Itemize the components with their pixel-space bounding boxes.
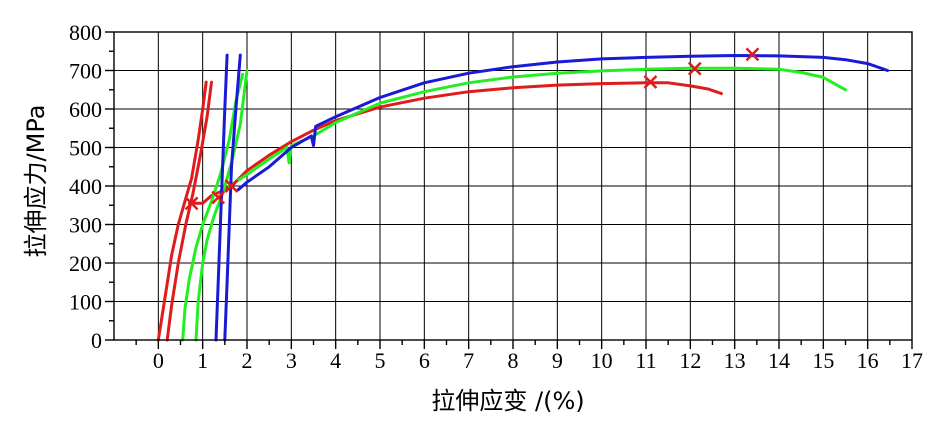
x-tick-label: 14 (768, 348, 790, 373)
yield-markers (184, 47, 760, 211)
x-tick-label: 4 (330, 348, 341, 373)
yield-point-marker (211, 190, 226, 205)
x-tick-label: 15 (812, 348, 834, 373)
x-tick-labels: 0 1 2 3 4 5 6 7 8 9 10 11 12 13 14 15 16 17 (153, 348, 923, 373)
x-tick-label: 0 (153, 348, 164, 373)
red-series-line (187, 81, 723, 205)
y-tick-label: 800 (69, 20, 102, 45)
yield-point-marker (745, 47, 760, 62)
y-tick-labels: 0 100 200 300 400 500 600 700 800 (69, 20, 102, 353)
y-tick-label: 700 (69, 59, 102, 84)
x-tick-label: 12 (679, 348, 701, 373)
blue-series-line (223, 53, 242, 342)
x-tick-label: 6 (419, 348, 430, 373)
x-tick-label: 2 (242, 348, 253, 373)
axis-ticks (105, 31, 913, 349)
y-tick-label: 500 (69, 136, 102, 161)
x-tick-label: 13 (724, 348, 746, 373)
yield-point-marker (184, 196, 199, 211)
x-tick-label: 16 (857, 348, 879, 373)
yield-point-marker (224, 179, 239, 193)
y-tick-label: 0 (91, 328, 102, 353)
yield-point-marker (687, 61, 702, 76)
y-tick-label: 100 (69, 290, 102, 315)
y-tick-label: 300 (69, 213, 102, 238)
x-tick-label: 5 (375, 348, 386, 373)
y-tick-label: 600 (69, 97, 102, 122)
red-series-line (165, 80, 213, 342)
series-lines (156, 53, 890, 342)
y-tick-label: 400 (69, 174, 102, 199)
x-tick-label: 1 (197, 348, 208, 373)
y-tick-label: 200 (69, 251, 102, 276)
red-series-line (156, 80, 208, 342)
green-series-line (194, 69, 249, 342)
y-axis-title: 拉伸应力/MPa (22, 105, 50, 258)
x-tick-label: 17 (901, 348, 923, 373)
x-tick-label: 11 (635, 348, 656, 373)
x-tick-label: 8 (508, 348, 519, 373)
yield-point-marker (643, 75, 658, 89)
x-axis-title: 拉伸应变 /(%) (431, 387, 584, 415)
x-tick-label: 9 (552, 348, 563, 373)
x-tick-label: 7 (463, 348, 474, 373)
x-tick-label: 3 (286, 348, 297, 373)
green-series-line (181, 72, 245, 342)
x-tick-label: 10 (591, 348, 613, 373)
blue-series-line (236, 54, 890, 192)
